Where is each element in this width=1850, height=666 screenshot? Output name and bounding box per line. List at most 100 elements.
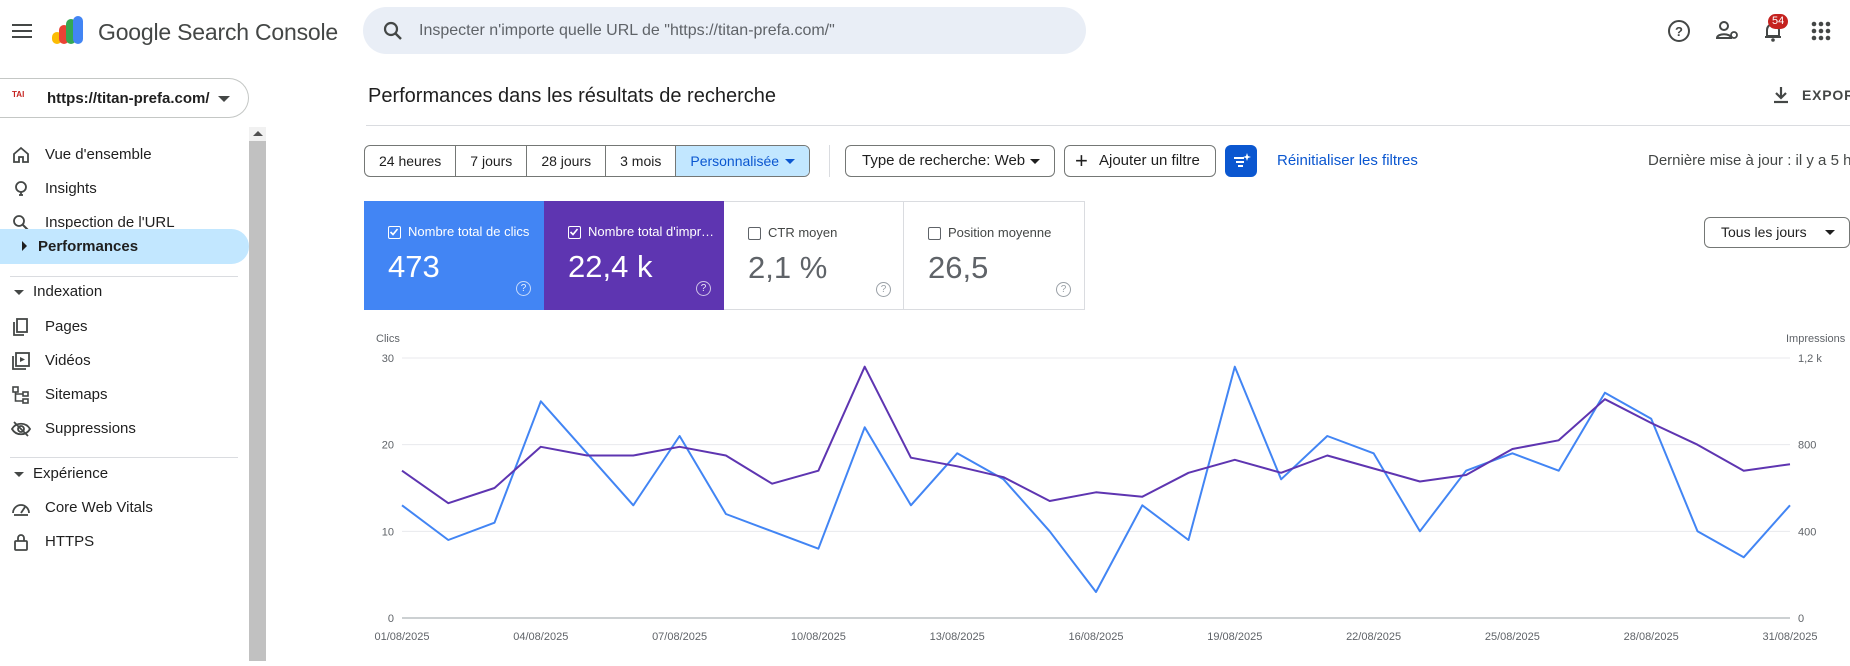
y-tick-right: 400: [1798, 526, 1816, 538]
granularity-dropdown[interactable]: Tous les jours: [1704, 217, 1850, 248]
series-line-clics: [401, 365, 1791, 593]
header-divider: [366, 125, 1850, 126]
y-tick-left: 0: [388, 613, 394, 625]
range-7d[interactable]: 7 jours: [456, 146, 528, 176]
url-inspection-search[interactable]: [363, 7, 1086, 54]
sidebar-section-indexation[interactable]: Indexation: [0, 272, 249, 312]
checkbox-unchecked-icon[interactable]: [928, 227, 941, 240]
sidebar-item-overview[interactable]: Vue d'ensemble: [0, 135, 249, 175]
plus-icon: +: [1075, 148, 1088, 173]
sidebar-section-experience[interactable]: Expérience: [0, 454, 249, 494]
home-icon: [13, 146, 29, 163]
scroll-up-icon[interactable]: [253, 131, 263, 136]
sidebar-item-core-web-vitals[interactable]: Core Web Vitals: [0, 488, 249, 528]
filter-sparkle-icon: [1234, 153, 1251, 167]
y-tick-left: 10: [382, 526, 394, 538]
pages-icon: [13, 318, 28, 336]
metric-card-clicks[interactable]: Nombre total de clics 473 ?: [364, 201, 544, 310]
property-favicon: TAI: [12, 90, 25, 99]
sidebar-item-videos[interactable]: Vidéos: [0, 341, 249, 381]
search-type-filter[interactable]: Type de recherche: Web: [845, 145, 1055, 177]
lock-icon: [14, 534, 28, 551]
help-icon[interactable]: ?: [696, 281, 711, 296]
sidebar-item-insights[interactable]: Insights: [0, 169, 249, 209]
sidebar-divider: [10, 457, 238, 458]
arrow-right-icon: [22, 241, 27, 251]
x-tick-label: 07/08/2025: [652, 631, 707, 643]
search-console-logo[interactable]: [52, 16, 88, 46]
metric-card-position[interactable]: Position moyenne 26,5 ?: [904, 201, 1085, 310]
property-selector[interactable]: TAI https://titan-prefa.com/: [0, 78, 249, 118]
menu-icon[interactable]: [10, 19, 34, 43]
chevron-down-icon: [14, 472, 24, 477]
range-28d[interactable]: 28 jours: [527, 146, 607, 176]
y-tick-left: 20: [382, 440, 394, 452]
chevron-down-icon: [218, 96, 230, 102]
reset-filters-link[interactable]: Réinitialiser les filtres: [1277, 152, 1418, 169]
speed-icon: [12, 504, 30, 516]
metric-value: 473: [388, 249, 440, 284]
x-tick-label: 10/08/2025: [791, 631, 846, 643]
x-tick-label: 16/08/2025: [1068, 631, 1123, 643]
sidebar-item-performance[interactable]: Performances: [0, 229, 249, 264]
scrollbar-thumb[interactable]: [249, 141, 266, 661]
sidebar-item-url-inspection[interactable]: Inspection de l'URL: [0, 203, 249, 243]
x-tick-label: 01/08/2025: [374, 631, 429, 643]
y-tick-right: 1,2 k: [1798, 353, 1822, 365]
checkbox-unchecked-icon[interactable]: [748, 227, 761, 240]
help-icon[interactable]: ?: [516, 281, 531, 296]
range-custom[interactable]: Personnalisée: [676, 146, 810, 176]
chevron-down-icon: [1030, 159, 1040, 164]
help-icon[interactable]: ?: [1056, 282, 1071, 297]
metric-value: 2,1 %: [748, 250, 828, 285]
search-icon: [383, 21, 402, 40]
x-tick-label: 31/08/2025: [1762, 631, 1817, 643]
y-axis-label-left: Clics: [376, 333, 400, 345]
metric-card-impressions[interactable]: Nombre total d'impressions 22,4 k ?: [544, 201, 724, 310]
sidebar-scrollbar[interactable]: [249, 127, 266, 661]
metric-card-ctr[interactable]: CTR moyen 2,1 % ?: [724, 201, 904, 310]
checkbox-checked-icon[interactable]: [568, 226, 581, 239]
last-update-text: Dernière mise à jour : il y a 5 heures: [1648, 152, 1850, 169]
range-3m[interactable]: 3 mois: [606, 146, 677, 176]
top-bar: Google Search Console ? 54: [0, 0, 1850, 62]
sidebar-item-https[interactable]: HTTPS: [0, 522, 249, 562]
x-tick-label: 04/08/2025: [513, 631, 568, 643]
chevron-down-icon: [14, 290, 24, 295]
apps-icon[interactable]: [1808, 18, 1834, 44]
y-tick-right: 800: [1798, 440, 1816, 452]
svg-text:?: ?: [1675, 24, 1683, 39]
sidebar-item-removals[interactable]: Suppressions: [0, 409, 249, 449]
video-icon: [12, 352, 30, 370]
x-tick-label: 13/08/2025: [930, 631, 985, 643]
date-range-selector: 24 heures 7 jours 28 jours 3 mois Person…: [364, 145, 811, 177]
sidebar-divider: [10, 276, 238, 277]
range-24h[interactable]: 24 heures: [365, 146, 457, 176]
search-input[interactable]: [419, 7, 1069, 54]
add-filter-button[interactable]: + Ajouter un filtre: [1064, 145, 1216, 177]
help-icon[interactable]: ?: [1666, 18, 1692, 44]
x-tick-label: 22/08/2025: [1346, 631, 1401, 643]
y-tick-left: 30: [382, 353, 394, 365]
performance-chart: 0 0 10 400 20 800 30 1,2 k Clics Impressions 01/08…: [370, 330, 1850, 661]
manage-users-icon[interactable]: [1714, 18, 1740, 44]
performance-chart-svg: 0 0 10 400 20 800 30 1,2 k Clics Impressions 01/08…: [374, 333, 1846, 643]
help-icon[interactable]: ?: [876, 282, 891, 297]
y-tick-right: 0: [1798, 613, 1804, 625]
chevron-down-icon: [785, 159, 796, 164]
checkbox-checked-icon[interactable]: [388, 226, 401, 239]
filter-settings-button[interactable]: [1225, 145, 1257, 177]
x-tick-label: 19/08/2025: [1207, 631, 1262, 643]
sidebar-item-pages[interactable]: Pages: [0, 307, 249, 347]
metric-value: 22,4 k: [568, 249, 653, 284]
page-title: Performances dans les résultats de reche…: [368, 85, 776, 107]
metric-value: 26,5: [928, 250, 989, 285]
series-line-impressions: [401, 365, 1791, 505]
filter-divider: [829, 145, 830, 177]
app-title: Google Search Console: [98, 19, 339, 45]
sidebar-item-sitemaps[interactable]: Sitemaps: [0, 375, 249, 415]
sidebar-nav: Vue d'ensemble Insights Inspection de l'…: [0, 135, 249, 661]
y-axis-label-right: Impressions: [1786, 333, 1846, 345]
notification-badge: 54: [1768, 14, 1789, 29]
property-url: https://titan-prefa.com/: [47, 90, 210, 107]
